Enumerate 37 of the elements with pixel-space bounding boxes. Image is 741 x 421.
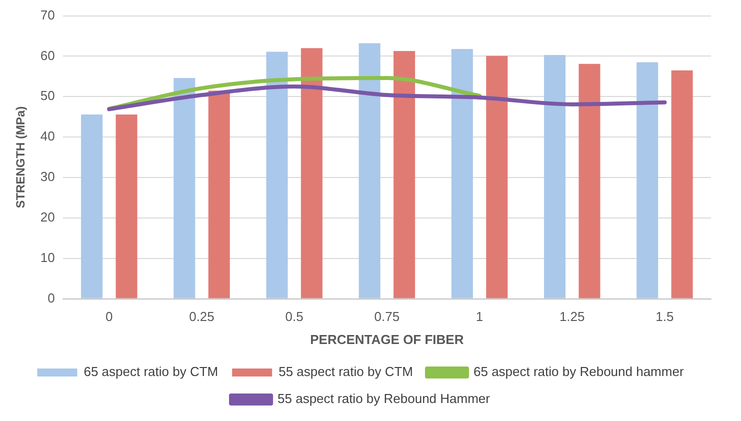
x-tick-label: 0 [106, 309, 113, 324]
bar [208, 90, 230, 298]
bar [394, 50, 416, 298]
bar [671, 70, 693, 298]
bar [174, 78, 196, 298]
bar [116, 114, 138, 298]
line-series [107, 84, 667, 112]
y-tick-label: 0 [48, 290, 55, 306]
legend-label: 65 aspect ratio by CTM [84, 364, 218, 380]
legend-label: 55 aspect ratio by Rebound Hammer [278, 391, 491, 406]
y-axis-title: STRENGTH (MPa) [14, 106, 28, 208]
bar [358, 43, 380, 298]
bar [300, 48, 322, 298]
x-tick-label: 0.25 [189, 309, 214, 324]
y-tick-label: 10 [40, 250, 55, 265]
bar [486, 56, 508, 298]
bar [81, 114, 103, 298]
x-tick-label: 1 [476, 309, 484, 324]
bar [578, 64, 600, 298]
x-tick-label: 0.75 [374, 309, 400, 324]
y-tick-label: 70 [40, 7, 55, 22]
bar [451, 48, 473, 298]
y-tick-label: 30 [40, 169, 55, 184]
y-tick-label: 20 [40, 210, 55, 225]
x-axis-title: PERCENTAGE OF FIBER [310, 332, 464, 347]
legend-label: 65 aspect ratio by Rebound hammer [473, 364, 684, 380]
x-tick-label: 1.25 [559, 309, 585, 324]
line-series [107, 76, 482, 111]
x-tick-label: 0.5 [285, 309, 304, 324]
y-tick-label: 60 [40, 48, 55, 63]
bar [636, 62, 658, 298]
bar [266, 52, 288, 298]
legend-label: 55 aspect ratio by CTM [278, 364, 413, 380]
y-tick-label: 40 [40, 128, 55, 144]
y-tick-label: 50 [40, 88, 55, 104]
x-tick-label: 1.5 [656, 309, 674, 324]
bar [544, 55, 566, 298]
